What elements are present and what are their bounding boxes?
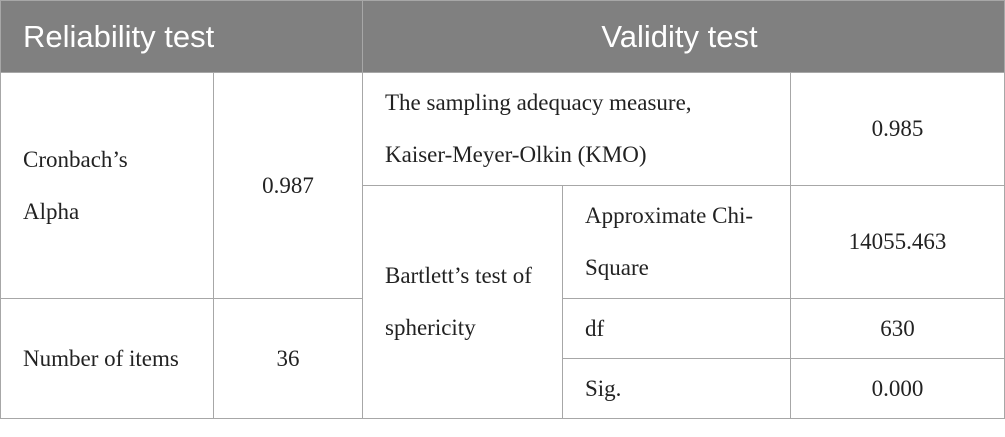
value-cell: 630 <box>789 298 1005 359</box>
label-cell: The sampling adequacy measure, Kaiser-Me… <box>362 72 791 186</box>
value-cell: 0.987 <box>213 72 363 299</box>
label-cell: df <box>562 298 791 359</box>
value-cell: 36 <box>213 298 363 419</box>
results-table: Reliability test Validity test Cronbach’… <box>0 0 1005 419</box>
header-cell: Validity test <box>361 0 1005 73</box>
label-cell: Cronbach’s Alpha <box>0 72 214 299</box>
label-cell: Number of items <box>0 298 214 419</box>
label-cell: Approximate Chi-Square <box>562 185 791 299</box>
row: Sig. 0.000 <box>1 358 1005 419</box>
row: Cronbach’s Alpha 0.987 The sampling adeq… <box>0 72 1005 299</box>
header-cell: Reliability test <box>0 0 363 73</box>
value-cell: 0.985 <box>789 72 1005 186</box>
row: Number of items 36 df 630 <box>0 298 1005 419</box>
label-cell: Sig. <box>562 358 791 419</box>
value-cell: 0.000 <box>789 358 1005 419</box>
value-cell: 14055.463 <box>789 185 1005 299</box>
header-row: Reliability test Validity test <box>0 0 1005 73</box>
label-cell: Bartlett’s test of sphericity <box>362 185 563 419</box>
